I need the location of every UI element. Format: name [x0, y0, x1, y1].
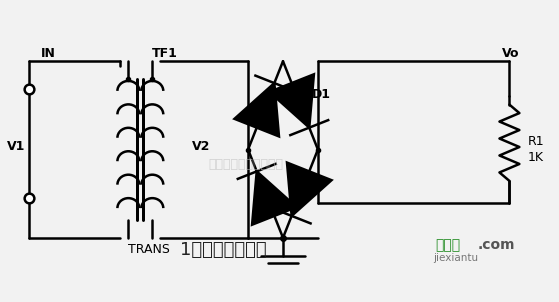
Text: 1K: 1K — [528, 151, 544, 164]
Text: Vo: Vo — [502, 47, 520, 60]
Text: jiexiantu: jiexiantu — [433, 253, 478, 263]
Polygon shape — [269, 74, 314, 128]
Text: V2: V2 — [192, 140, 211, 153]
Text: R1: R1 — [528, 135, 544, 148]
Text: IN: IN — [41, 47, 55, 60]
Text: TF1: TF1 — [152, 47, 178, 60]
Polygon shape — [287, 162, 331, 216]
Text: D1: D1 — [312, 88, 331, 101]
Text: 杭州将睿科技有限公司: 杭州将睿科技有限公司 — [209, 158, 283, 171]
Text: V1: V1 — [7, 140, 26, 153]
Text: TRANS: TRANS — [127, 243, 169, 256]
Text: 1、桥式整流电路: 1、桥式整流电路 — [181, 241, 267, 259]
Text: 接线图: 接线图 — [435, 238, 461, 252]
Polygon shape — [252, 171, 297, 225]
Text: .com: .com — [477, 238, 515, 252]
Polygon shape — [234, 83, 279, 137]
